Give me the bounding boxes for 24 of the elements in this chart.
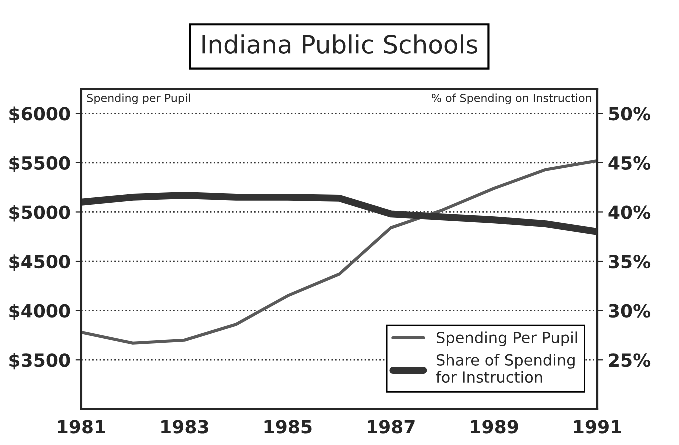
y-tick-label: $5000 — [10, 205, 70, 222]
x-tick-label: 1991 — [574, 420, 622, 434]
x-tick-label: 1983 — [162, 420, 208, 434]
y2-tick-label: 25% — [609, 354, 651, 368]
x-tick-label: 1981 — [58, 420, 106, 434]
y2-tick-label: 30% — [609, 304, 651, 318]
chart-title: Indiana Public Schools — [202, 34, 478, 54]
y2-axis-title: % of Spending on Instruction — [432, 94, 592, 105]
y2-tick-label: 45% — [608, 156, 651, 170]
x-tick-label: 1985 — [264, 420, 312, 434]
y-tick-label: $5500 — [10, 156, 70, 172]
x-tick-label: 1987 — [368, 420, 415, 434]
legend-label: Spending Per Pupil — [436, 332, 578, 347]
line-series — [81, 159, 598, 345]
y2-tick-label: 50% — [609, 107, 651, 121]
y-tick-label: $6000 — [10, 106, 70, 124]
y-tick-label: $3500 — [10, 353, 70, 370]
y2-tick-label: 40% — [608, 206, 651, 220]
y-tick-label: $4500 — [10, 254, 70, 272]
y2-tick-label: 35% — [609, 254, 651, 269]
y-axis-title: Spending per Pupil — [87, 94, 190, 105]
legend-label: Share of Spending for Instruction — [436, 354, 575, 384]
x-tick-label: 1989 — [471, 420, 518, 434]
y-tick-label: $4000 — [10, 304, 70, 320]
